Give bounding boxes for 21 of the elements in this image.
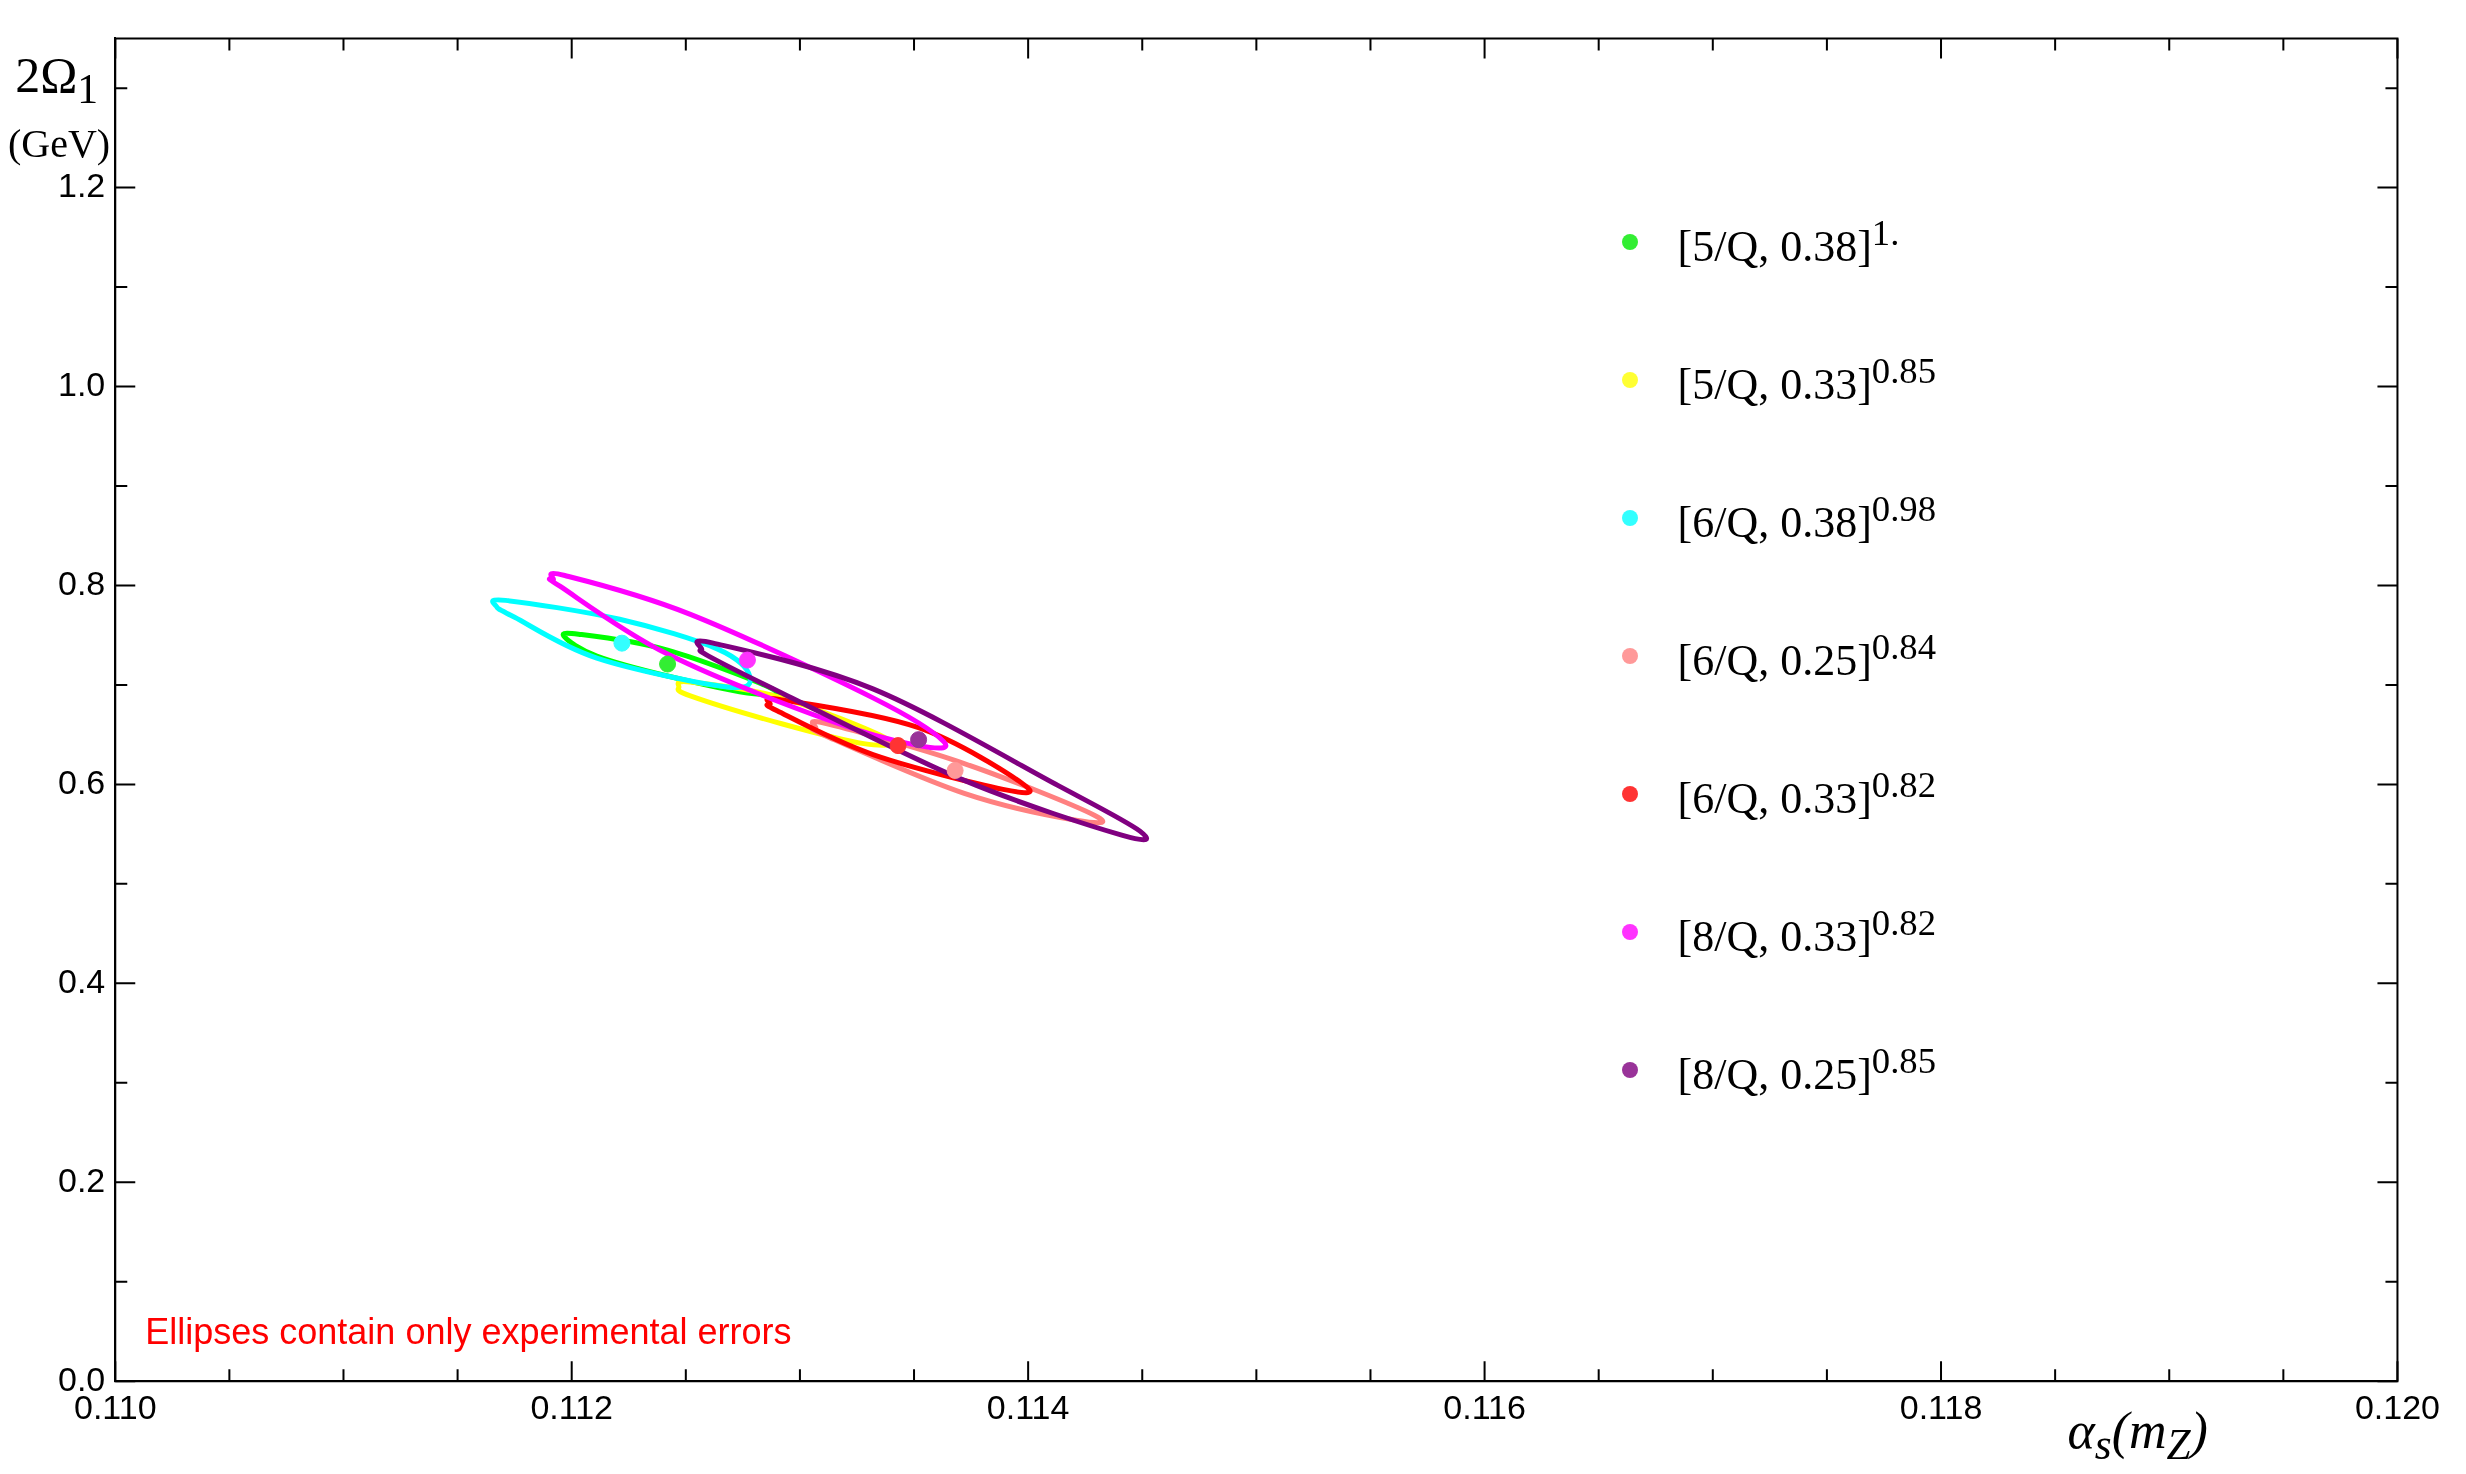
y-tick-label: 0.8 (58, 563, 106, 602)
x-axis-title: α$_{s}$(m$_{Z}$) (2067, 1401, 2208, 1470)
legend-label: [5/Q, 0.33]$^{0.85}$ (1677, 349, 1936, 410)
x-tick-label: 0.116 (1443, 1387, 1526, 1426)
x-tick-label: 0.112 (530, 1387, 613, 1426)
legend-label: [6/Q, 0.33]$^{0.82}$ (1677, 763, 1936, 824)
y-tick-label: 0.4 (58, 961, 106, 1000)
legend-label: [8/Q, 0.33]$^{0.82}$ (1677, 901, 1936, 962)
y-tick-label: 1.0 (58, 364, 106, 403)
annotation: Ellipses contain only experimental errors (145, 1311, 792, 1354)
y-axis-title: 2Ω$_{1}$ (GeV) (8, 47, 111, 167)
y-tick-label: 1.2 (58, 165, 106, 204)
legend-label: [5/Q, 0.38]$^{1.}$ (1677, 211, 1900, 272)
legend-label: [8/Q, 0.25]$^{0.85}$ (1677, 1039, 1936, 1100)
y-tick-label: 0.2 (58, 1160, 106, 1199)
x-tick-label: 0.118 (1899, 1387, 1983, 1426)
legend-label: [6/Q, 0.25]$^{0.84}$ (1677, 625, 1936, 686)
legend-label: [6/Q, 0.38]$^{0.98}$ (1677, 487, 1936, 548)
x-tick-label: 0.114 (986, 1387, 1070, 1426)
x-tick-label: 0.120 (2354, 1387, 2441, 1426)
y-tick-label: 0.6 (58, 762, 106, 801)
